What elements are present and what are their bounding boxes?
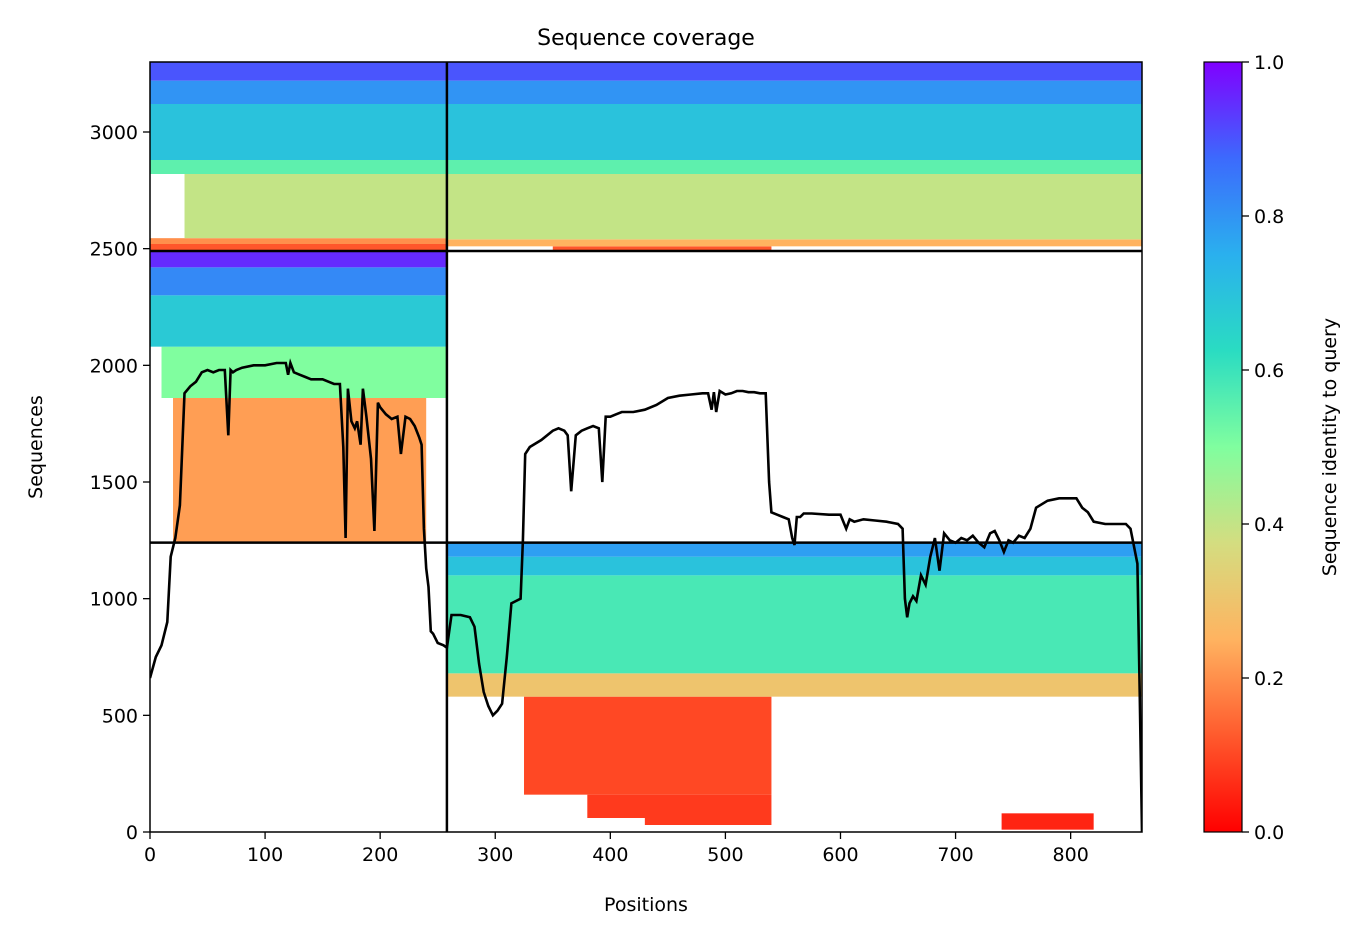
y-axis: 0 500 1000 1500 2000 2500 3000 — [90, 122, 150, 844]
heat-band-1-6 — [446, 62, 1142, 81]
x-tick-label: 300 — [477, 844, 513, 866]
chart-title: Sequence coverage — [537, 26, 755, 51]
heat-band-1-1 — [446, 239, 1142, 247]
heat-band-2-1 — [161, 346, 447, 398]
heat-band-0-3 — [150, 160, 447, 174]
heat-band-3-5 — [446, 575, 1142, 674]
heat-band-1-2 — [446, 174, 1142, 240]
colorbar-label: Sequence identity to query — [1319, 318, 1341, 576]
x-tick-label: 600 — [822, 844, 858, 866]
heat-band-2-0 — [173, 398, 427, 543]
heat-band-0-6 — [150, 62, 447, 81]
heat-band-1-4 — [446, 104, 1142, 160]
colorbar-ticks: 0.0 0.2 0.4 0.6 0.8 1.0 — [1242, 52, 1284, 844]
heat-band-2-3 — [150, 267, 447, 296]
heat-band-3-4 — [446, 673, 1142, 697]
y-tick-label: 500 — [102, 705, 138, 727]
block-boundaries — [150, 62, 1142, 832]
plot-frame — [149, 61, 1143, 833]
x-tick-label: 0 — [144, 844, 156, 866]
y-tick-label: 1500 — [90, 472, 138, 494]
colorbar — [1203, 61, 1243, 833]
x-tick-label: 200 — [362, 844, 398, 866]
x-tick-label: 800 — [1053, 844, 1089, 866]
x-tick-label: 700 — [937, 844, 973, 866]
colorbar-tick-label: 0.4 — [1254, 514, 1284, 536]
heat-band-3-7 — [446, 542, 1142, 557]
x-axis: 0 100 200 300 400 500 600 700 800 — [144, 832, 1089, 866]
heat-band-2-2 — [150, 295, 447, 347]
y-tick-label: 2000 — [90, 355, 138, 377]
heat-band-3-2 — [524, 696, 772, 795]
colorbar-tick-label: 0.2 — [1254, 668, 1284, 690]
heat-band-3-6 — [446, 556, 1142, 576]
plot-area — [150, 62, 1142, 832]
x-tick-label: 100 — [247, 844, 283, 866]
y-tick-label: 1000 — [90, 589, 138, 611]
y-tick-label: 0 — [126, 822, 138, 844]
colorbar-tick-label: 0.0 — [1254, 822, 1284, 844]
heat-band-1-5 — [446, 80, 1142, 104]
heat-band-0-2 — [184, 174, 447, 239]
heat-band-0-4 — [150, 104, 447, 160]
heat-band-0-5 — [150, 80, 447, 104]
x-axis-label: Positions — [604, 894, 688, 916]
heat-band-3-3 — [1001, 813, 1094, 830]
heat-band-3-1 — [587, 794, 772, 818]
y-axis-label: Sequences — [25, 395, 47, 499]
heat-band-0-0 — [150, 244, 447, 251]
heat-band-1-0 — [552, 246, 772, 251]
coverage-line — [150, 358, 1142, 832]
x-tick-label: 400 — [592, 844, 628, 866]
y-tick-label: 2500 — [90, 239, 138, 261]
heat-band-3-0 — [644, 818, 772, 825]
colorbar-tick-label: 0.8 — [1254, 206, 1284, 228]
heat-band-1-3 — [446, 160, 1142, 174]
colorbar-tick-label: 0.6 — [1254, 360, 1284, 382]
heat-band-0-1 — [150, 238, 447, 244]
y-tick-label: 3000 — [90, 122, 138, 144]
x-tick-label: 500 — [707, 844, 743, 866]
heatmap-layer — [150, 62, 1142, 830]
colorbar-tick-label: 1.0 — [1254, 52, 1284, 74]
heat-band-2-4 — [150, 251, 447, 268]
